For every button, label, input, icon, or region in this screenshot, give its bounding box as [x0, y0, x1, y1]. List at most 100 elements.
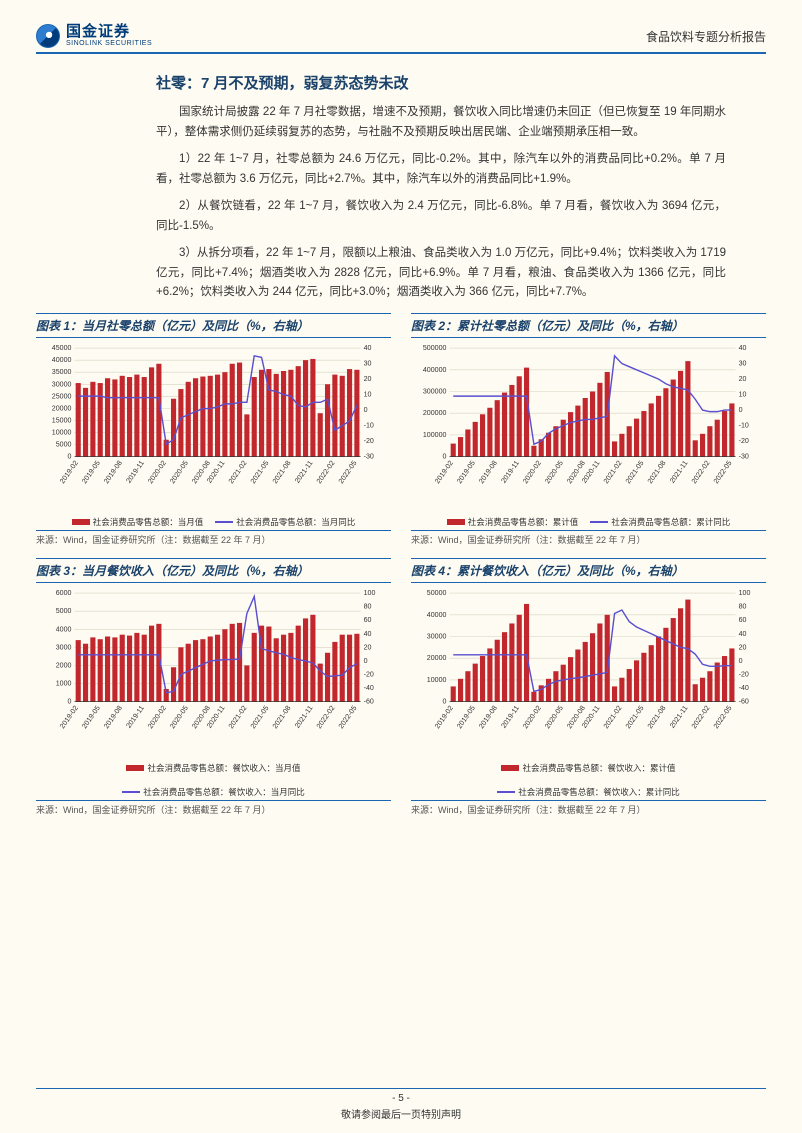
svg-text:2022-02: 2022-02 — [690, 459, 711, 485]
svg-text:4000: 4000 — [56, 626, 72, 634]
chart-2-legend: 社会消费品零售总额：累计值 社会消费品零售总额：累计同比 — [411, 516, 766, 528]
svg-text:-60: -60 — [739, 698, 749, 706]
svg-text:30: 30 — [364, 360, 372, 368]
svg-text:2021-11: 2021-11 — [293, 704, 314, 729]
chart-2-legend-line: 社会消费品零售总额：累计同比 — [611, 516, 730, 528]
svg-text:40000: 40000 — [52, 356, 72, 364]
svg-text:40: 40 — [739, 344, 747, 352]
body-paragraph: 1）22 年 1~7 月，社零总额为 24.6 万亿元，同比-0.2%。其中，除… — [156, 150, 726, 189]
svg-text:100: 100 — [364, 589, 376, 597]
svg-text:0: 0 — [443, 698, 447, 706]
svg-text:2022-05: 2022-05 — [337, 459, 358, 485]
svg-text:-30: -30 — [739, 453, 749, 461]
logo-icon — [36, 24, 60, 48]
body-paragraph: 国家统计局披露 22 年 7 月社零数据，增速不及预期，餐饮收入同比增速仍未回正… — [156, 103, 726, 142]
c4-svg: 01000020000300004000050000-60-40-2002040… — [411, 587, 766, 754]
chart-4-legend-line: 社会消费品零售总额：餐饮收入：累计同比 — [518, 786, 680, 798]
svg-text:2019-05: 2019-05 — [455, 704, 476, 730]
svg-text:20: 20 — [364, 644, 372, 652]
svg-text:25000: 25000 — [52, 392, 72, 400]
page-footer: - 5 - 敬请参阅最后一页特别声明 — [36, 1088, 766, 1121]
svg-text:-10: -10 — [739, 422, 749, 430]
svg-text:-20: -20 — [364, 671, 374, 679]
page-number: - 5 - — [36, 1093, 766, 1104]
svg-text:2021-02: 2021-02 — [227, 704, 248, 730]
chart-2-title: 图表 2：累计社零总额（亿元）及同比（%，右轴） — [411, 313, 766, 338]
svg-text:5000: 5000 — [56, 607, 72, 615]
chart-3-legend-line: 社会消费品零售总额：餐饮收入：当月同比 — [143, 786, 305, 798]
svg-text:2019-11: 2019-11 — [500, 704, 521, 729]
svg-text:2020-02: 2020-02 — [146, 459, 167, 485]
svg-text:2020-02: 2020-02 — [146, 704, 167, 730]
svg-text:2021-05: 2021-05 — [624, 704, 645, 730]
body-paragraph: 3）从拆分项看，22 年 1~7 月，限额以上粮油、食品类收入为 1.0 万亿元… — [156, 244, 726, 303]
svg-text:2021-08: 2021-08 — [646, 459, 667, 485]
svg-text:30000: 30000 — [52, 380, 72, 388]
brand-logo: 国金证券 SINOLINK SECURITIES — [36, 24, 152, 48]
svg-text:2019-11: 2019-11 — [125, 704, 146, 729]
svg-text:10000: 10000 — [427, 676, 447, 684]
svg-text:0: 0 — [364, 406, 368, 414]
svg-text:2021-11: 2021-11 — [668, 704, 689, 729]
chart-3-block: 图表 3：当月餐饮收入（亿元）及同比（%，右轴） 010002000300040… — [36, 558, 391, 815]
svg-text:10000: 10000 — [52, 428, 72, 436]
svg-text:2019-08: 2019-08 — [477, 459, 498, 485]
chart-4-block: 图表 4：累计餐饮收入（亿元）及同比（%，右轴） 010000200003000… — [411, 558, 766, 815]
svg-text:2020-05: 2020-05 — [543, 459, 564, 485]
svg-text:15000: 15000 — [52, 416, 72, 424]
svg-text:-60: -60 — [364, 698, 374, 706]
svg-text:20000: 20000 — [52, 404, 72, 412]
svg-text:2019-02: 2019-02 — [433, 704, 454, 730]
svg-text:60: 60 — [739, 617, 747, 625]
svg-text:5000: 5000 — [56, 440, 72, 448]
svg-text:2019-05: 2019-05 — [455, 459, 476, 485]
svg-text:80: 80 — [364, 603, 372, 611]
svg-text:10: 10 — [364, 391, 372, 399]
footer-disclaimer: 敬请参阅最后一页特别声明 — [36, 1106, 766, 1121]
svg-text:20: 20 — [364, 375, 372, 383]
chart-1-legend-bar: 社会消费品零售总额：当月值 — [93, 516, 204, 528]
page-header: 国金证券 SINOLINK SECURITIES 食品饮料专题分析报告 — [36, 24, 766, 54]
svg-text:2020-05: 2020-05 — [543, 704, 564, 730]
c3-svg: 0100020003000400050006000-60-40-20020406… — [36, 587, 391, 754]
svg-text:2021-11: 2021-11 — [293, 459, 314, 484]
svg-text:100: 100 — [739, 589, 751, 597]
svg-text:50000: 50000 — [427, 589, 447, 597]
svg-text:0: 0 — [739, 406, 743, 414]
svg-text:40: 40 — [364, 344, 372, 352]
chart-3-source: 来源：Wind，国金证券研究所（注：数据截至 22 年 7 月） — [36, 800, 391, 816]
chart-2-legend-bar: 社会消费品零售总额：累计值 — [468, 516, 579, 528]
svg-text:2022-02: 2022-02 — [690, 704, 711, 730]
svg-text:2021-05: 2021-05 — [249, 459, 270, 485]
svg-text:2021-08: 2021-08 — [646, 704, 667, 730]
svg-text:2020-05: 2020-05 — [168, 459, 189, 485]
svg-text:80: 80 — [739, 603, 747, 611]
document-type: 食品饮料专题分析报告 — [646, 28, 766, 45]
svg-text:20: 20 — [739, 375, 747, 383]
svg-text:2021-08: 2021-08 — [271, 704, 292, 730]
svg-text:2022-05: 2022-05 — [712, 704, 733, 730]
svg-text:2019-05: 2019-05 — [80, 459, 101, 485]
svg-text:2019-02: 2019-02 — [58, 704, 79, 730]
chart-1-block: 图表 1：当月社零总额（亿元）及同比（%，右轴） 0 5000 10000 15000… — [36, 313, 391, 546]
svg-text:2020-05: 2020-05 — [168, 704, 189, 730]
svg-text:2000: 2000 — [56, 662, 72, 670]
svg-text:2021-05: 2021-05 — [624, 459, 645, 485]
svg-text:2019-11: 2019-11 — [125, 459, 146, 484]
svg-text:2020-02: 2020-02 — [521, 704, 542, 730]
svg-text:2019-02: 2019-02 — [433, 459, 454, 485]
svg-text:10: 10 — [739, 391, 747, 399]
svg-text:-20: -20 — [739, 671, 749, 679]
chart-1-title: 图表 1：当月社零总额（亿元）及同比（%，右轴） — [36, 313, 391, 338]
svg-text:2022-02: 2022-02 — [315, 704, 336, 730]
svg-text:60: 60 — [364, 617, 372, 625]
svg-text:1000: 1000 — [56, 680, 72, 688]
chart-2-source: 来源：Wind，国金证券研究所（注：数据截至 22 年 7 月） — [411, 530, 766, 546]
svg-text:0: 0 — [68, 698, 72, 706]
section-title: 社零：7 月不及预期，弱复苏态势未改 — [156, 72, 766, 93]
svg-text:300000: 300000 — [423, 387, 447, 395]
svg-text:2019-11: 2019-11 — [500, 459, 521, 484]
svg-text:2019-02: 2019-02 — [58, 459, 79, 485]
svg-text:2019-08: 2019-08 — [477, 704, 498, 730]
svg-text:400000: 400000 — [423, 366, 447, 374]
